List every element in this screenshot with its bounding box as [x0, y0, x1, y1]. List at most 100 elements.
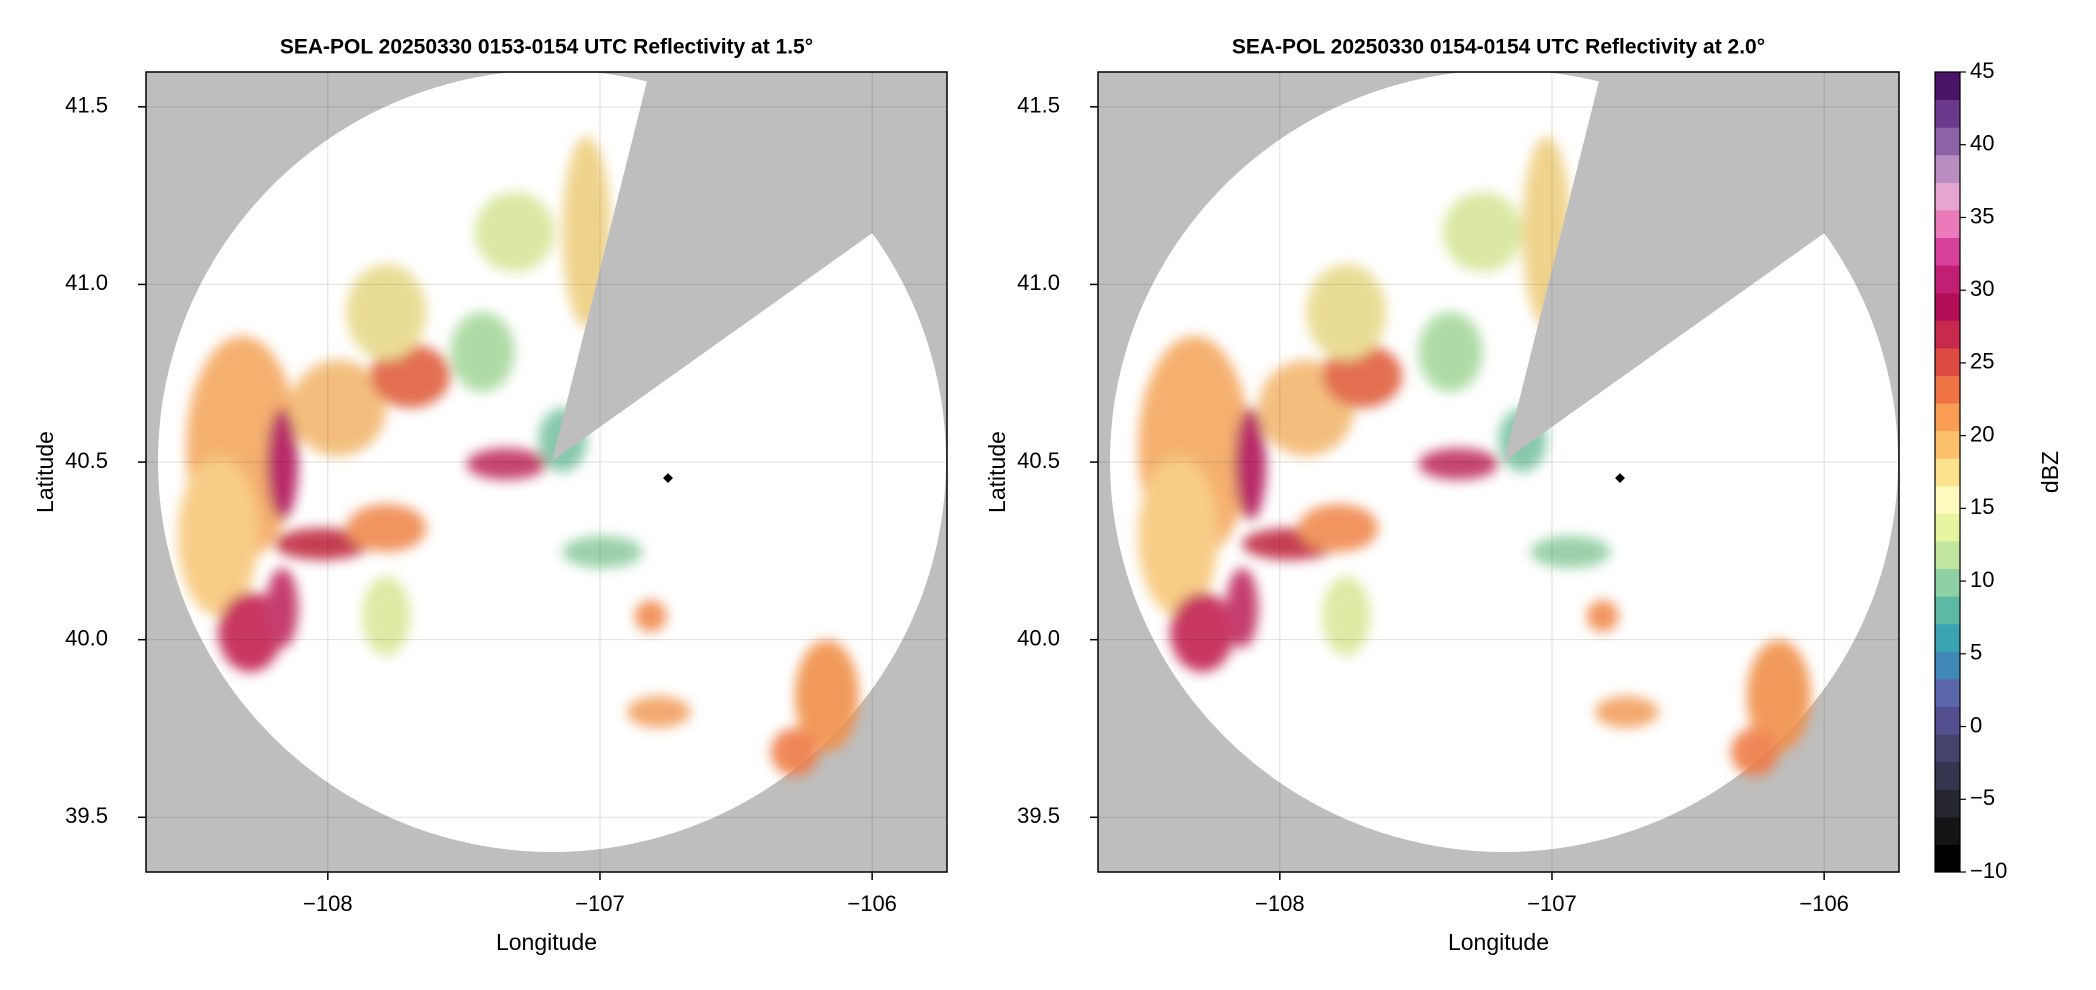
colorbar-bin [1935, 209, 1960, 239]
y-tick-label: 40.0 [65, 625, 108, 650]
colorbar-bin [1935, 651, 1960, 680]
echo [1306, 264, 1387, 360]
colorbar-tick-label: 10 [1970, 567, 1994, 592]
y-tick-label: 41.0 [1017, 270, 1060, 295]
colorbar-bin [1935, 182, 1960, 211]
panel: −108 −107 −106 39.5 40.0 40.5 41.0 41.5 SEA-POL … [984, 36, 1900, 955]
y-axis-label: Latitude [32, 431, 58, 513]
colorbar-tick-label: 15 [1970, 494, 1994, 519]
colorbar-bin [1935, 789, 1960, 818]
echo [266, 408, 299, 520]
echo [1170, 592, 1235, 672]
echo [346, 504, 427, 552]
echo [466, 448, 547, 480]
colorbar-tick-label: −5 [1970, 785, 1995, 810]
colorbar-bin [1935, 265, 1960, 294]
colorbar-bin [1935, 568, 1960, 597]
echo [1418, 312, 1483, 392]
colorbar-bin [1935, 844, 1960, 873]
colorbar-tick-label: 5 [1970, 640, 1982, 665]
colorbar-bin [1935, 430, 1960, 459]
station-marker [1615, 473, 1625, 483]
y-tick-label: 40.5 [65, 448, 108, 473]
x-tick-label: −106 [847, 891, 897, 916]
panel: −108 −107 −106 39.5 40.0 40.5 41.0 41.5 SEA-POL … [32, 36, 948, 955]
echo [626, 696, 691, 728]
y-tick-label: 41.0 [65, 270, 108, 295]
colorbar-tick-label: 25 [1970, 349, 1994, 374]
colorbar-tick-label: 40 [1970, 131, 1994, 156]
colorbar-bin [1935, 403, 1960, 432]
colorbar-bin [1935, 485, 1960, 514]
y-tick-label: 41.5 [65, 93, 108, 118]
echo [1594, 696, 1659, 728]
echo [1442, 192, 1523, 272]
echo [274, 528, 371, 560]
colorbar-bin [1935, 127, 1960, 156]
colorbar-bin [1935, 678, 1960, 707]
plot-frame [1097, 71, 1900, 873]
colorbar-bin [1935, 237, 1960, 266]
echo [1418, 448, 1499, 480]
x-tick-label: −108 [303, 891, 353, 916]
echoes [178, 136, 859, 776]
echo [1586, 600, 1619, 632]
colorbar-bin [1935, 761, 1960, 790]
x-axis-label: Longitude [496, 929, 597, 955]
x-tick-label: −108 [1255, 891, 1305, 916]
echo [450, 312, 515, 392]
x-tick-label: −107 [1527, 891, 1577, 916]
colorbar-bin [1935, 513, 1960, 542]
x-tick-label: −107 [575, 891, 625, 916]
echo [290, 360, 387, 456]
plot-area [146, 72, 947, 872]
colorbar-bin [1935, 596, 1960, 625]
colorbar-bin [1935, 623, 1960, 652]
echo [562, 536, 643, 568]
colorbar-tick-label: 35 [1970, 203, 1994, 228]
y-tick-label: 40.0 [1017, 625, 1060, 650]
echo [370, 344, 451, 408]
colorbar-bin [1935, 292, 1960, 321]
echo [346, 264, 427, 360]
colorbar-bin [1935, 706, 1960, 735]
blocked-sector [1504, 72, 1899, 461]
y-tick-label: 39.5 [65, 803, 108, 828]
y-tick-label: 40.5 [1017, 448, 1060, 473]
echo [1322, 344, 1403, 408]
colorbar-label: dBZ [2037, 451, 2063, 493]
station-marker [663, 473, 673, 483]
echo [794, 640, 859, 752]
chart-title: SEA-POL 20250330 0153-0154 UTC Reflectiv… [280, 36, 813, 59]
colorbar-tick-label: 30 [1970, 276, 1994, 301]
y-tick-label: 41.5 [1017, 93, 1060, 118]
echo [218, 592, 283, 672]
chart-title: SEA-POL 20250330 0154-0154 UTC Reflectiv… [1232, 36, 1765, 59]
colorbar-tick-label: 0 [1970, 712, 1982, 737]
colorbar-tick-label: 20 [1970, 421, 1994, 446]
colorbar: −10 −5 0 5 10 15 20 25 30 35 40 45 dBZ [1934, 58, 2063, 883]
echo [362, 576, 411, 656]
plot-frame [145, 71, 948, 873]
y-tick-label: 39.5 [1017, 803, 1060, 828]
echo [634, 600, 667, 632]
y-axis-label: Latitude [984, 431, 1010, 513]
echo [1234, 408, 1267, 520]
colorbar-bin [1935, 816, 1960, 845]
colorbar-frame [1934, 71, 1961, 873]
colorbar-bin [1935, 540, 1960, 570]
echo [1298, 504, 1379, 552]
colorbar-bin [1935, 347, 1960, 376]
x-axis-label: Longitude [1448, 929, 1549, 955]
plot-area [1098, 72, 1899, 872]
echo [178, 456, 259, 616]
colorbar-tick-label: 45 [1970, 58, 1994, 83]
colorbar-bin [1935, 72, 1960, 101]
colorbar-bin [1935, 154, 1960, 183]
echo [1138, 456, 1219, 616]
colorbar-bin [1935, 734, 1960, 763]
echo [474, 192, 555, 272]
echo [1746, 640, 1811, 752]
x-tick-label: −106 [1799, 891, 1849, 916]
colorbar-tick-label: −10 [1970, 858, 2007, 883]
